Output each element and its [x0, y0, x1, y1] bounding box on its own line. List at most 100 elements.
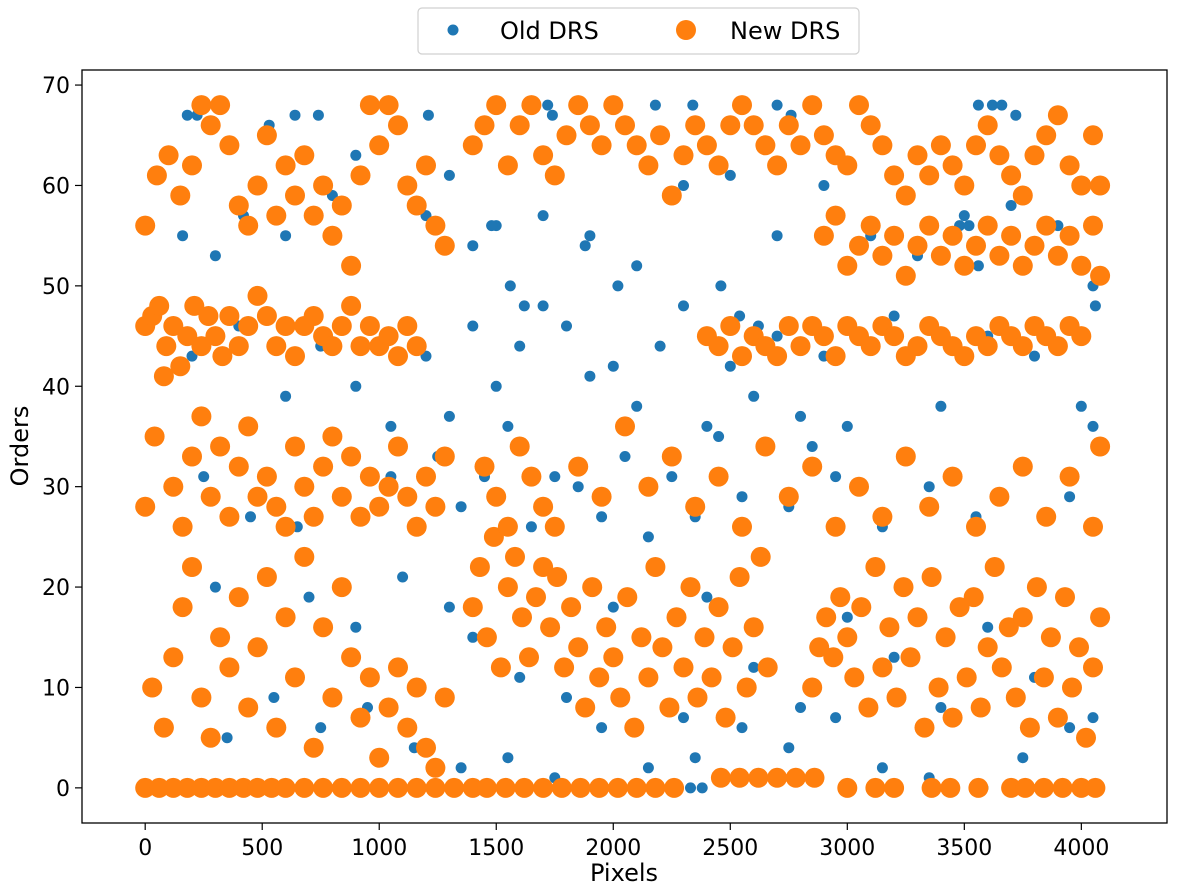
point-new-drs	[1040, 627, 1061, 648]
point-new-drs	[710, 767, 731, 788]
point-new-drs	[823, 647, 844, 668]
point-old-drs	[935, 702, 947, 713]
point-new-drs	[256, 567, 277, 587]
point-new-drs	[378, 697, 399, 718]
point-new-drs	[505, 546, 525, 567]
point-new-drs	[1012, 336, 1033, 357]
point-new-drs	[191, 336, 212, 357]
point-new-drs	[547, 567, 568, 587]
point-new-drs	[589, 667, 610, 688]
point-new-drs	[544, 165, 565, 186]
point-new-drs	[1047, 336, 1068, 357]
point-new-drs	[497, 516, 518, 537]
point-new-drs	[266, 496, 287, 517]
point-new-drs	[397, 316, 418, 336]
point-new-drs	[322, 687, 343, 708]
point-new-drs	[200, 727, 221, 748]
point-new-drs	[1055, 587, 1075, 608]
point-new-drs	[1059, 466, 1080, 487]
point-new-drs	[1047, 707, 1068, 728]
point-new-drs	[198, 306, 219, 326]
point-old-drs	[830, 712, 842, 724]
point-new-drs	[177, 326, 198, 347]
point-new-drs	[1090, 175, 1111, 196]
y-tick-label: 40	[42, 375, 70, 400]
point-old-drs	[537, 210, 549, 222]
point-new-drs	[579, 115, 600, 136]
point-new-drs	[275, 777, 296, 798]
point-new-drs	[170, 356, 191, 377]
point-new-drs	[1001, 777, 1022, 798]
point-new-drs	[1059, 225, 1080, 246]
point-old-drs	[736, 722, 748, 734]
point-new-drs	[1090, 607, 1111, 628]
point-new-drs	[989, 245, 1010, 266]
point-old-drs	[642, 762, 654, 774]
point-old-drs	[841, 611, 853, 623]
point-old-drs	[209, 250, 221, 262]
point-new-drs	[921, 777, 942, 798]
point-new-drs	[544, 516, 565, 537]
point-new-drs	[968, 777, 989, 798]
point-new-drs	[720, 316, 741, 336]
point-new-drs	[631, 627, 652, 648]
point-new-drs	[884, 225, 905, 246]
y-tick-label: 70	[42, 74, 70, 99]
point-new-drs	[425, 496, 446, 517]
x-tick-label: 2500	[702, 836, 758, 861]
point-new-drs	[1069, 637, 1089, 658]
point-old-drs	[486, 220, 498, 232]
point-old-drs	[289, 109, 301, 121]
point-new-drs	[228, 336, 249, 357]
point-old-drs	[596, 511, 608, 523]
legend-label-new-drs: New DRS	[730, 17, 840, 45]
point-new-drs	[474, 115, 495, 136]
point-new-drs	[830, 587, 851, 608]
point-new-drs	[406, 516, 427, 537]
point-new-drs	[708, 336, 729, 357]
point-new-drs	[1071, 777, 1092, 798]
point-new-drs	[228, 195, 249, 216]
point-old-drs	[443, 601, 455, 613]
point-new-drs	[659, 697, 680, 718]
point-new-drs	[989, 486, 1010, 507]
point-old-drs	[502, 752, 514, 764]
point-new-drs	[849, 235, 869, 256]
point-new-drs	[275, 516, 296, 537]
point-new-drs	[851, 597, 872, 618]
point-new-drs	[1083, 215, 1103, 236]
point-new-drs	[954, 255, 975, 276]
point-new-drs	[275, 607, 296, 628]
point-new-drs	[219, 135, 240, 156]
point-new-drs	[200, 486, 221, 507]
point-old-drs	[268, 692, 280, 703]
point-new-drs	[575, 697, 596, 718]
point-old-drs	[549, 471, 561, 483]
point-new-drs	[266, 717, 287, 738]
point-new-drs	[156, 336, 177, 357]
point-new-drs	[956, 667, 977, 688]
point-new-drs	[666, 607, 687, 628]
point-old-drs	[678, 300, 689, 312]
point-new-drs	[1071, 175, 1092, 196]
point-new-drs	[294, 777, 315, 798]
point-old-drs	[748, 661, 760, 673]
point-new-drs	[984, 557, 1005, 577]
point-new-drs	[638, 476, 659, 497]
point-new-drs	[369, 747, 390, 768]
point-new-drs	[1005, 687, 1026, 708]
point-new-drs	[755, 135, 776, 156]
point-old-drs	[1075, 400, 1087, 412]
point-old-drs	[806, 441, 818, 452]
point-new-drs	[210, 95, 231, 116]
point-new-drs	[813, 326, 834, 347]
point-new-drs	[191, 777, 212, 798]
x-tick-label: 0	[138, 836, 152, 861]
x-tick-label: 1000	[351, 836, 407, 861]
point-new-drs	[146, 165, 167, 186]
point-new-drs	[963, 587, 984, 608]
point-new-drs	[434, 687, 455, 708]
point-new-drs	[813, 225, 834, 246]
point-old-drs	[958, 210, 970, 222]
point-new-drs	[483, 526, 504, 547]
